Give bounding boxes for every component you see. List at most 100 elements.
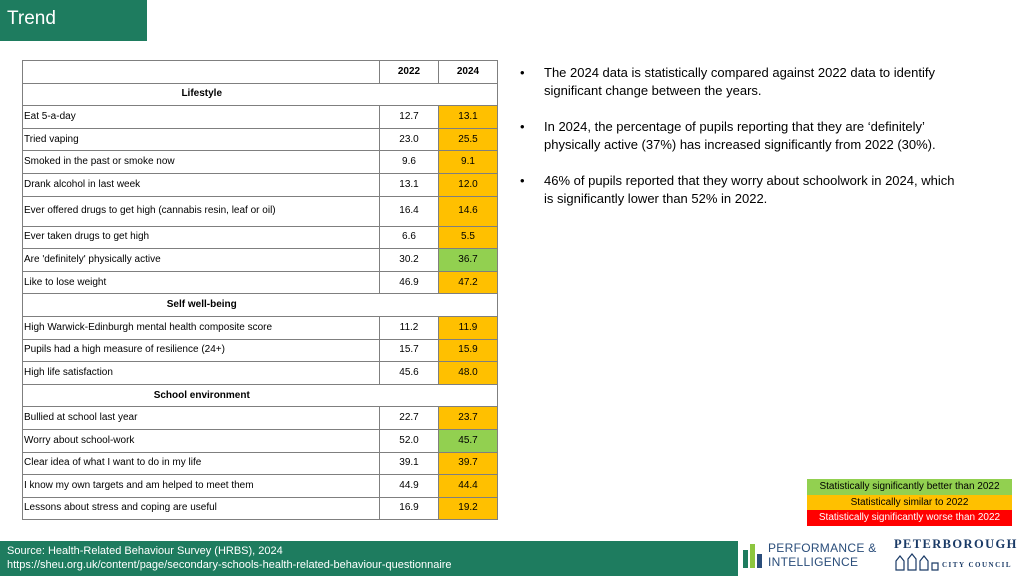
table-row: Like to lose weight 46.9 47.2 bbox=[22, 270, 498, 295]
table-row: Bullied at school last year 22.7 23.7 bbox=[22, 406, 498, 430]
indicator-label: Eat 5-a-day bbox=[22, 105, 380, 129]
value-2024: 5.5 bbox=[438, 225, 498, 250]
table-row: Worry about school-work 52.0 45.7 bbox=[22, 428, 498, 453]
table-row: Lessons about stress and coping are usef… bbox=[22, 496, 498, 521]
indicator-label: Like to lose weight bbox=[22, 270, 380, 295]
section-blank-cell bbox=[379, 82, 498, 107]
indicator-label: Ever offered drugs to get high (cannabis… bbox=[22, 195, 380, 227]
trend-table-body: 2022 2024 Lifestyle Eat 5-a-day 12.7 13.1 Trie… bbox=[22, 60, 498, 521]
peterborough-city-council-logo: PETERBOROUGH CITY COUNCIL bbox=[890, 535, 1020, 575]
logo-text-intelligence: INTELLIGENCE bbox=[768, 555, 859, 569]
table-header-row: 2022 2024 bbox=[22, 60, 498, 84]
table-row: Smoked in the past or smoke now 9.6 9.1 bbox=[22, 150, 498, 174]
value-2024: 15.9 bbox=[438, 338, 498, 363]
value-2024: 48.0 bbox=[438, 361, 498, 385]
logo-text-city-council: CITY COUNCIL bbox=[942, 561, 1013, 569]
indicator-label: Clear idea of what I want to do in my li… bbox=[22, 451, 380, 476]
table-row: Clear idea of what I want to do in my li… bbox=[22, 451, 498, 476]
column-header: 2024 bbox=[438, 60, 498, 84]
bullet-dot-icon: • bbox=[520, 65, 525, 80]
section-blank-cell bbox=[379, 293, 498, 317]
indicator-label: Lessons about stress and coping are usef… bbox=[22, 496, 380, 521]
bullet-text: The 2024 data is statistically compared … bbox=[544, 65, 935, 98]
indicator-label: Worry about school-work bbox=[22, 428, 380, 453]
section-blank-cell bbox=[379, 383, 498, 408]
value-2022: 15.7 bbox=[379, 338, 439, 363]
value-2022: 45.6 bbox=[379, 361, 439, 385]
legend-item: Statistically similar to 2022 bbox=[807, 494, 1012, 510]
summary-bullet: • In 2024, the percentage of pupils repor… bbox=[516, 118, 956, 154]
table-row: Ever offered drugs to get high (cannabis… bbox=[22, 195, 498, 227]
value-2024: 47.2 bbox=[438, 270, 498, 295]
table-row: High Warwick-Edinburgh mental health com… bbox=[22, 315, 498, 340]
value-2022: 39.1 bbox=[379, 451, 439, 476]
bullet-text: 46% of pupils reported that they worry a… bbox=[544, 173, 955, 206]
value-2024: 36.7 bbox=[438, 248, 498, 272]
indicator-label: Pupils had a high measure of resilience … bbox=[22, 338, 380, 363]
legend-item: Statistically significantly worse than 2… bbox=[807, 510, 1012, 526]
value-2022: 13.1 bbox=[379, 172, 439, 197]
indicator-label: Ever taken drugs to get high bbox=[22, 225, 380, 250]
section-header-row: Lifestyle bbox=[22, 82, 498, 107]
section-label: Self well-being bbox=[22, 293, 380, 317]
page-title-text: Trend bbox=[7, 8, 56, 29]
cathedral-icon bbox=[895, 553, 939, 571]
bullet-text: In 2024, the percentage of pupils report… bbox=[544, 119, 936, 152]
performance-intelligence-logo: PERFORMANCE & INTELLIGENCE bbox=[742, 538, 882, 574]
indicator-label: I know my own targets and am helped to m… bbox=[22, 474, 380, 498]
bullet-dot-icon: • bbox=[520, 173, 525, 188]
value-2024: 45.7 bbox=[438, 428, 498, 453]
summary-bullets: • The 2024 data is statistically compared… bbox=[516, 64, 956, 226]
value-2024: 19.2 bbox=[438, 496, 498, 521]
value-2022: 30.2 bbox=[379, 248, 439, 272]
table-row: Tried vaping 23.0 25.5 bbox=[22, 127, 498, 152]
table-row: Are 'definitely' physically active 30.2 36… bbox=[22, 248, 498, 272]
indicator-label: Smoked in the past or smoke now bbox=[22, 150, 380, 174]
value-2022: 16.4 bbox=[379, 195, 439, 227]
value-2024: 25.5 bbox=[438, 127, 498, 152]
indicator-label: Bullied at school last year bbox=[22, 406, 380, 430]
table-row: I know my own targets and am helped to m… bbox=[22, 474, 498, 498]
indicator-label: High Warwick-Edinburgh mental health com… bbox=[22, 315, 380, 340]
indicator-label: High life satisfaction bbox=[22, 361, 380, 385]
section-label: School environment bbox=[22, 383, 380, 408]
value-2022: 11.2 bbox=[379, 315, 439, 340]
table-row: Drank alcohol in last week 13.1 12.0 bbox=[22, 172, 498, 197]
table-row: High life satisfaction 45.6 48.0 bbox=[22, 361, 498, 385]
table-header-blank bbox=[22, 60, 380, 84]
indicator-label: Drank alcohol in last week bbox=[22, 172, 380, 197]
value-2022: 46.9 bbox=[379, 270, 439, 295]
summary-bullet: • 46% of pupils reported that they worry … bbox=[516, 172, 956, 208]
legend-item: Statistically significantly better than … bbox=[807, 479, 1012, 495]
indicator-label: Are 'definitely' physically active bbox=[22, 248, 380, 272]
value-2024: 44.4 bbox=[438, 474, 498, 498]
table-row: Ever taken drugs to get high 6.6 5.5 bbox=[22, 225, 498, 250]
value-2024: 39.7 bbox=[438, 451, 498, 476]
column-header: 2022 bbox=[379, 60, 439, 84]
logo-text-peterborough: PETERBOROUGH bbox=[894, 537, 1018, 551]
summary-bullet: • The 2024 data is statistically compared… bbox=[516, 64, 956, 100]
value-2024: 11.9 bbox=[438, 315, 498, 340]
value-2022: 23.0 bbox=[379, 127, 439, 152]
value-2022: 22.7 bbox=[379, 406, 439, 430]
footer-source: Source: Health-Related Behaviour Survey … bbox=[7, 545, 283, 557]
value-2022: 52.0 bbox=[379, 428, 439, 453]
section-label: Lifestyle bbox=[22, 82, 380, 107]
colour-legend: Statistically significantly better than … bbox=[807, 479, 1012, 526]
logo-text-performance: PERFORMANCE & bbox=[768, 541, 877, 555]
section-header-row: School environment bbox=[22, 383, 498, 408]
trend-table: 2022 2024 Lifestyle Eat 5-a-day 12.7 13.1 Trie… bbox=[22, 60, 498, 521]
value-2022: 44.9 bbox=[379, 474, 439, 498]
bullet-dot-icon: • bbox=[520, 119, 525, 134]
value-2022: 16.9 bbox=[379, 496, 439, 521]
value-2024: 9.1 bbox=[438, 150, 498, 174]
indicator-label: Tried vaping bbox=[22, 127, 380, 152]
footer-url[interactable]: https://sheu.org.uk/content/page/seconda… bbox=[7, 559, 452, 571]
value-2024: 13.1 bbox=[438, 105, 498, 129]
value-2022: 9.6 bbox=[379, 150, 439, 174]
value-2024: 14.6 bbox=[438, 195, 498, 227]
value-2024: 23.7 bbox=[438, 406, 498, 430]
page-title: Trend bbox=[0, 0, 147, 41]
value-2022: 6.6 bbox=[379, 225, 439, 250]
table-row: Pupils had a high measure of resilience … bbox=[22, 338, 498, 363]
